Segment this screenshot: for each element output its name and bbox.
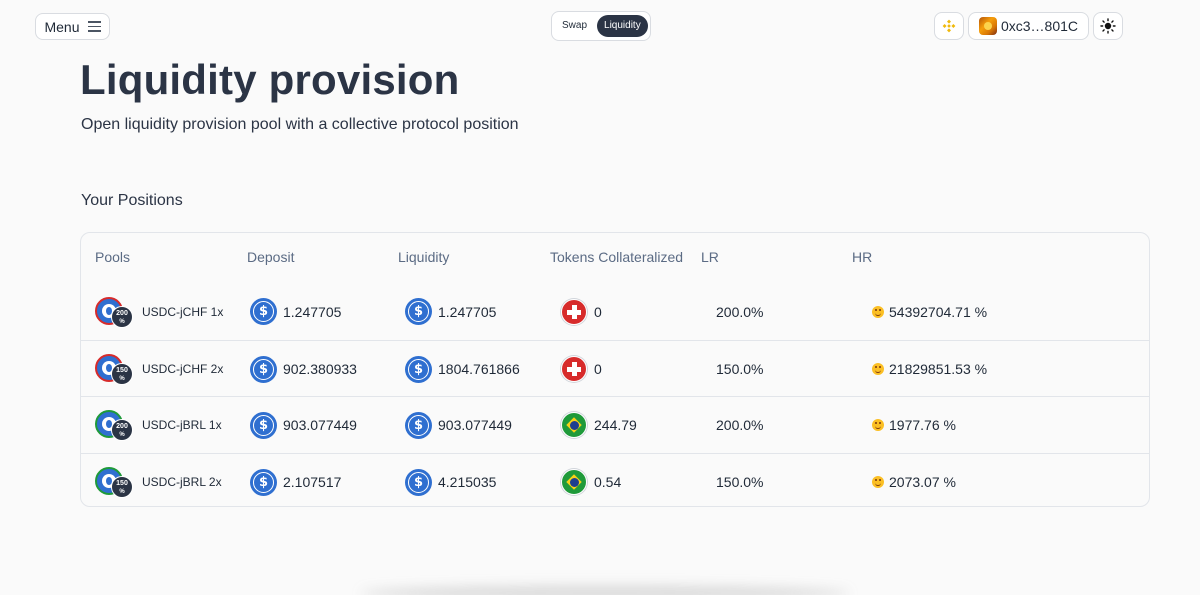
page-subtitle: Open liquidity provision pool with a col… bbox=[81, 116, 519, 133]
pool-cell: 200% USDC-jBRL 1x bbox=[94, 397, 222, 453]
liquidity-value: 903.077449 bbox=[438, 417, 512, 433]
pool-icon: 150% bbox=[94, 352, 134, 386]
collateral-value: 0 bbox=[594, 303, 602, 320]
pool-icon: 200% bbox=[94, 408, 134, 442]
usdc-icon: $ bbox=[405, 298, 432, 325]
lr-value: 200.0% bbox=[716, 417, 764, 433]
table-header: Pools Deposit Liquidity Tokens Collatera… bbox=[81, 233, 1149, 283]
positions-section-title: Your Positions bbox=[81, 192, 183, 209]
brl-flag-icon bbox=[561, 412, 587, 438]
hr-value: 21829851.53 % bbox=[889, 361, 988, 377]
lr-value: 150.0% bbox=[716, 361, 764, 377]
table-row[interactable]: 200% USDC-jCHF 1x $1.247705 $1.247705 0 200.0… bbox=[81, 283, 1149, 340]
lr-value: 200.0% bbox=[716, 303, 764, 320]
hr-value: 54392704.71 % bbox=[889, 303, 988, 320]
brl-flag-icon bbox=[561, 469, 587, 495]
pool-leverage-badge: 200% bbox=[111, 305, 133, 328]
table-row[interactable]: 150% USDC-jBRL 2x $2.107517 $4.215035 0.54 15… bbox=[81, 453, 1149, 506]
collateral-cell: 244.79 bbox=[561, 397, 637, 453]
liquidity-cell: $1804.761866 bbox=[405, 341, 520, 397]
usdc-icon: $ bbox=[250, 298, 277, 325]
collateral-cell: 0 bbox=[561, 283, 602, 340]
smiley-icon bbox=[872, 363, 884, 375]
usdc-icon: $ bbox=[405, 411, 432, 439]
theme-toggle-button[interactable] bbox=[1093, 12, 1123, 40]
pool-leverage-badge: 150% bbox=[111, 476, 133, 498]
smiley-icon bbox=[872, 305, 884, 318]
pool-icon: 150% bbox=[94, 465, 134, 499]
pool-name: USDC-jCHF 2x bbox=[142, 362, 224, 376]
liquidity-cell: $1.247705 bbox=[405, 283, 496, 340]
usdc-icon: $ bbox=[405, 468, 432, 496]
chf-flag-icon bbox=[561, 298, 587, 325]
avatar bbox=[978, 17, 997, 35]
page-title: Liquidity provision bbox=[80, 56, 460, 103]
network-button[interactable] bbox=[934, 12, 964, 40]
column-header-deposit: Deposit bbox=[247, 249, 295, 265]
collateral-value: 244.79 bbox=[594, 417, 637, 433]
deposit-cell: $902.380933 bbox=[250, 341, 357, 397]
deposit-value: 903.077449 bbox=[283, 417, 357, 433]
hr-value: 2073.07 % bbox=[889, 474, 956, 490]
liquidity-value: 1.247705 bbox=[438, 303, 497, 320]
wallet-address: 0xc3…801C bbox=[1000, 18, 1079, 34]
usdc-icon: $ bbox=[250, 468, 277, 496]
bnb-chain-icon bbox=[941, 18, 957, 34]
usdc-icon: $ bbox=[405, 355, 432, 383]
liquidity-cell: $4.215035 bbox=[405, 454, 497, 506]
menu-button[interactable]: Menu bbox=[35, 13, 110, 40]
chf-flag-icon bbox=[561, 356, 587, 382]
column-header-lr: LR bbox=[701, 249, 719, 265]
liquidity-cell: $903.077449 bbox=[405, 397, 512, 453]
deposit-value: 902.380933 bbox=[283, 361, 357, 377]
pool-icon: 200% bbox=[94, 295, 134, 329]
pool-name: USDC-jBRL 2x bbox=[142, 475, 222, 489]
pool-name: USDC-jCHF 1x bbox=[142, 304, 224, 319]
smiley-icon bbox=[872, 476, 884, 488]
pool-name: USDC-jBRL 1x bbox=[142, 418, 222, 432]
wallet-button[interactable]: 0xc3…801C bbox=[968, 12, 1089, 40]
liquidity-value: 1804.761866 bbox=[438, 361, 520, 377]
column-header-pools: Pools bbox=[95, 249, 131, 265]
hr-cell: 21829851.53 % bbox=[872, 341, 987, 397]
tab-swap[interactable]: Swap bbox=[562, 20, 588, 31]
column-header-tokens-collateralized: Tokens Collateralized bbox=[550, 249, 684, 265]
collateral-value: 0 bbox=[594, 361, 602, 377]
collateral-cell: 0.54 bbox=[561, 454, 622, 506]
positions-table: Pools Deposit Liquidity Tokens Collatera… bbox=[80, 232, 1150, 507]
collateral-cell: 0 bbox=[561, 341, 602, 397]
usdc-icon: $ bbox=[250, 355, 277, 383]
lr-value: 150.0% bbox=[716, 474, 764, 490]
deposit-value: 1.247705 bbox=[283, 303, 342, 320]
hamburger-icon bbox=[87, 21, 101, 32]
hr-cell: 54392704.71 % bbox=[872, 283, 987, 340]
usdc-icon: $ bbox=[250, 411, 277, 439]
hr-cell: 2073.07 % bbox=[872, 454, 956, 506]
pool-cell: 150% USDC-jCHF 2x bbox=[94, 341, 223, 397]
tab-liquidity[interactable]: Liquidity bbox=[597, 15, 648, 37]
menu-label: Menu bbox=[44, 18, 80, 35]
table-row[interactable]: 200% USDC-jBRL 1x $903.077449 $903.077449 24… bbox=[81, 396, 1149, 453]
pool-leverage-badge: 200% bbox=[111, 419, 133, 441]
liquidity-value: 4.215035 bbox=[438, 474, 497, 490]
column-header-liquidity: Liquidity bbox=[398, 249, 450, 265]
deposit-cell: $2.107517 bbox=[250, 454, 342, 506]
deposit-cell: $903.077449 bbox=[250, 397, 357, 453]
column-header-hr: HR bbox=[852, 249, 873, 265]
smiley-icon bbox=[872, 419, 884, 431]
collateral-value: 0.54 bbox=[594, 474, 622, 490]
pool-cell: 200% USDC-jCHF 1x bbox=[94, 283, 223, 340]
hr-value: 1977.76 % bbox=[889, 417, 956, 433]
deposit-value: 2.107517 bbox=[283, 474, 342, 490]
hr-cell: 1977.76 % bbox=[872, 397, 956, 453]
deposit-cell: $1.247705 bbox=[250, 283, 341, 340]
nav-segmented-control: Swap Liquidity bbox=[551, 11, 651, 41]
bottom-shadow bbox=[360, 586, 850, 595]
pool-cell: 150% USDC-jBRL 2x bbox=[94, 454, 222, 506]
sun-icon bbox=[1100, 18, 1116, 34]
table-row[interactable]: 150% USDC-jCHF 2x $902.380933 $1804.761866 0… bbox=[81, 340, 1149, 397]
pool-leverage-badge: 150% bbox=[111, 363, 133, 385]
